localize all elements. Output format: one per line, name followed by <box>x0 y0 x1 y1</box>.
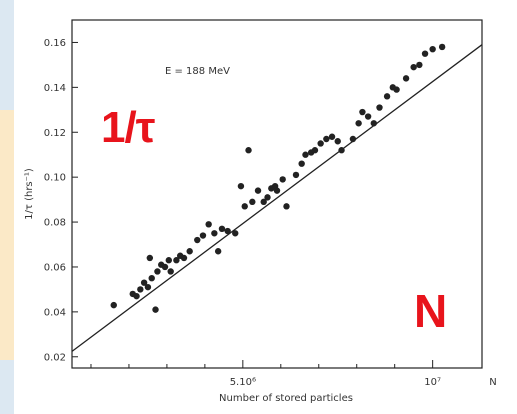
data-point <box>317 140 324 147</box>
x-tick-label: 10⁷ <box>424 377 441 388</box>
data-point <box>180 254 188 262</box>
data-point <box>133 292 140 300</box>
data-point <box>232 230 239 237</box>
energy-annotation: E = 188 MeV <box>165 66 230 77</box>
data-point <box>302 151 309 158</box>
fit-line <box>71 44 483 352</box>
data-point <box>323 135 330 143</box>
data-point <box>338 147 345 154</box>
data-point <box>194 236 201 244</box>
data-point <box>264 194 271 201</box>
data-point <box>245 147 252 154</box>
data-point <box>249 198 256 206</box>
data-point <box>254 187 262 194</box>
data-point <box>260 198 267 206</box>
data-point <box>161 263 169 271</box>
data-point <box>279 176 286 183</box>
data-point <box>311 147 319 154</box>
data-point <box>402 75 410 82</box>
data-point <box>283 203 290 210</box>
y-tick-label: 0.12 <box>44 128 66 139</box>
data-point <box>438 43 446 51</box>
data-point <box>292 171 300 179</box>
data-point <box>328 133 336 140</box>
data-point <box>146 254 154 262</box>
x-unit-label: N <box>489 377 496 388</box>
y-tick-label: 0.08 <box>44 218 66 229</box>
slide-edge-band-yellow <box>0 110 14 360</box>
y-tick-label: 0.16 <box>44 38 66 49</box>
slide-edge-band-blue-lower <box>0 360 14 414</box>
y-tick-label: 0.06 <box>44 262 66 273</box>
data-point <box>364 113 372 120</box>
data-point <box>237 182 245 190</box>
overlay-label-n: N <box>414 285 448 337</box>
data-point <box>349 135 357 143</box>
data-point <box>224 227 231 235</box>
data-point <box>376 104 383 111</box>
y-tick-label: 0.14 <box>44 83 66 94</box>
slide-edge-band-blue <box>0 0 14 110</box>
data-point <box>334 138 341 145</box>
data-point <box>140 279 148 286</box>
y-axis-ticks: 0.02 0.04 0.06 0.08 0.10 0.12 0.14 0.16 <box>44 38 78 363</box>
x-axis-title: Number of stored particles <box>219 393 353 404</box>
y-axis-title: 1/τ (hrs⁻¹) <box>24 168 35 220</box>
data-point <box>148 274 155 282</box>
data-point <box>421 50 429 57</box>
data-point <box>416 61 423 69</box>
data-point <box>173 257 180 264</box>
data-point <box>370 120 378 127</box>
data-point <box>167 268 174 275</box>
overlay-label-tau: 1/τ <box>101 103 155 152</box>
y-tick-label: 0.04 <box>44 307 66 318</box>
data-point <box>410 63 417 71</box>
data-point <box>355 120 362 127</box>
y-tick-label: 0.02 <box>44 352 66 363</box>
data-point <box>211 230 218 237</box>
data-point <box>214 248 222 255</box>
data-point <box>165 257 173 264</box>
data-point <box>110 301 117 309</box>
data-point <box>429 45 436 53</box>
data-point <box>273 187 281 194</box>
data-point <box>199 232 207 239</box>
data-point <box>298 160 305 167</box>
plot-frame <box>71 19 483 369</box>
data-point <box>359 108 366 116</box>
data-point <box>218 225 226 232</box>
data-point <box>241 203 248 210</box>
data-point <box>393 86 400 93</box>
data-point <box>137 286 144 293</box>
data-point <box>154 268 161 275</box>
data-point <box>152 306 159 313</box>
data-points <box>110 43 446 313</box>
x-axis-ticks: 5.10⁶ 10⁷ <box>90 360 441 388</box>
y-tick-label: 0.10 <box>44 173 66 184</box>
data-point <box>383 93 391 100</box>
data-point <box>205 221 212 228</box>
data-point <box>144 283 152 291</box>
x-tick-label: 5.10⁶ <box>230 377 256 388</box>
data-point <box>186 248 193 255</box>
